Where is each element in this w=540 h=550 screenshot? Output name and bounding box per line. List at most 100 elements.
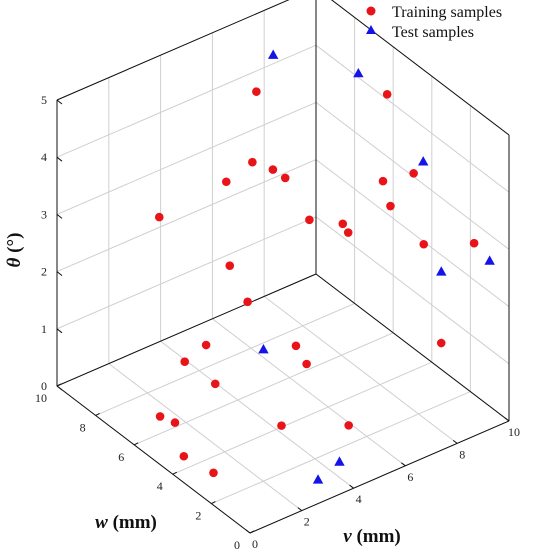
test-sample-point bbox=[267, 49, 279, 59]
axes-box bbox=[56, 0, 510, 534]
x-tick-mark bbox=[452, 439, 458, 444]
gridline-backwall-theta bbox=[56, 159, 317, 273]
gridline-sidewall-theta bbox=[315, 159, 510, 307]
gridline-backwall-theta bbox=[56, 101, 317, 215]
test-sample-point bbox=[258, 344, 269, 354]
y-axis-label: w (mm) bbox=[95, 512, 157, 533]
x-tick-label: 4 bbox=[356, 492, 362, 506]
training-sample-point bbox=[180, 357, 190, 367]
training-sample-point bbox=[305, 215, 314, 225]
x-tick-label: 6 bbox=[407, 470, 413, 484]
x-tick-mark bbox=[401, 462, 406, 467]
training-sample-point bbox=[201, 340, 211, 350]
training-sample-point bbox=[469, 238, 479, 248]
training-sample-point bbox=[170, 418, 180, 427]
y-tick-label: 4 bbox=[157, 479, 163, 493]
y-tick-label: 10 bbox=[35, 391, 47, 405]
box-edge bbox=[330, 0, 510, 136]
z-tick-label: 2 bbox=[41, 265, 47, 279]
axis-line-v bbox=[249, 420, 510, 534]
gridline-floor-w bbox=[211, 391, 471, 505]
training-sample-point bbox=[248, 157, 257, 167]
training-sample-point bbox=[179, 451, 189, 461]
z-tick-label: 0 bbox=[41, 379, 47, 393]
y-tick-label: 8 bbox=[80, 420, 86, 434]
y-tick-mark bbox=[56, 383, 62, 387]
x-tick-label: 2 bbox=[304, 515, 310, 529]
x-tick-label: 10 bbox=[508, 425, 520, 439]
z-tick-label: 4 bbox=[41, 150, 47, 164]
test-sample-point bbox=[436, 266, 447, 276]
training-sample-point bbox=[302, 359, 311, 369]
training-sample-point bbox=[268, 165, 278, 174]
x-tick-mark bbox=[297, 507, 303, 512]
z-tick-mark bbox=[56, 385, 63, 391]
training-sample-point bbox=[210, 379, 220, 389]
x-tick-mark bbox=[245, 529, 251, 534]
z-tick-mark bbox=[56, 271, 63, 276]
x-tick-mark bbox=[349, 484, 354, 489]
legend-training-label: Training samples bbox=[392, 4, 502, 21]
training-sample-point bbox=[280, 173, 290, 183]
training-sample-point bbox=[154, 212, 164, 222]
training-sample-point bbox=[155, 412, 165, 421]
z-tick-label: 3 bbox=[41, 207, 47, 221]
test-sample-point bbox=[353, 67, 364, 78]
test-sample-point bbox=[418, 156, 429, 166]
gridline-sidewall-theta bbox=[315, 44, 510, 193]
gridline-backwall-theta bbox=[56, 44, 317, 158]
y-tick-mark bbox=[95, 412, 100, 416]
z-tick-label: 1 bbox=[41, 322, 47, 336]
training-sample-point bbox=[221, 177, 231, 187]
training-sample-point bbox=[338, 219, 348, 229]
z-tick-mark bbox=[56, 156, 63, 162]
legend-test-label: Test samples bbox=[392, 24, 474, 41]
legend-test-marker bbox=[366, 25, 376, 34]
y-tick-mark bbox=[249, 530, 255, 534]
box-edge bbox=[56, 0, 290, 101]
y-tick-label: 6 bbox=[118, 450, 124, 464]
gridline-sidewall-theta bbox=[315, 216, 510, 365]
gridline-floor-w bbox=[95, 302, 355, 416]
z-tick-mark bbox=[56, 99, 63, 105]
training-sample-point bbox=[344, 421, 353, 430]
box-edge bbox=[315, 273, 510, 422]
z-tick-mark bbox=[56, 328, 63, 334]
training-sample-point bbox=[386, 201, 395, 211]
training-sample-point bbox=[291, 341, 301, 351]
training-sample-point bbox=[209, 468, 218, 478]
y-tick-mark bbox=[172, 471, 178, 475]
gridline-floor-v bbox=[108, 363, 303, 511]
gridline-floor-v bbox=[212, 318, 406, 467]
data-points bbox=[154, 49, 495, 484]
axis-line-w bbox=[56, 385, 251, 534]
z-tick-label: 5 bbox=[41, 93, 47, 107]
test-sample-point bbox=[312, 474, 324, 484]
y-tick-label: 0 bbox=[234, 538, 240, 550]
y-tick-mark bbox=[211, 501, 216, 505]
legend-training-marker bbox=[366, 6, 376, 16]
y-tick-mark bbox=[133, 442, 139, 446]
test-sample-point bbox=[484, 255, 495, 265]
training-sample-point bbox=[225, 261, 235, 270]
gridline-floor-v bbox=[160, 340, 354, 489]
z-axis-label: θ (°) bbox=[4, 233, 25, 268]
box-edge bbox=[56, 273, 317, 387]
x-tick-label: 8 bbox=[459, 447, 465, 461]
training-sample-point bbox=[343, 228, 353, 237]
gridline-backwall-theta bbox=[56, 216, 317, 330]
test-sample-point bbox=[334, 456, 345, 466]
training-sample-point bbox=[436, 338, 446, 348]
y-tick-label: 2 bbox=[195, 509, 201, 523]
training-sample-point bbox=[243, 297, 252, 307]
gridline-backwall-theta bbox=[56, 0, 290, 101]
training-sample-point bbox=[409, 169, 418, 178]
x-tick-mark bbox=[504, 417, 510, 422]
training-sample-point bbox=[252, 87, 261, 96]
legend: Training samples Test samples bbox=[366, 4, 502, 41]
training-sample-point bbox=[277, 421, 286, 430]
training-sample-point bbox=[382, 90, 392, 99]
training-sample-point bbox=[419, 239, 429, 249]
